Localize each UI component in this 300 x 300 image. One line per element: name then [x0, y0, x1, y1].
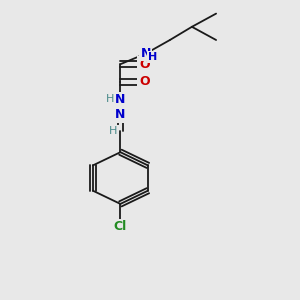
Text: H: H [109, 126, 118, 136]
Text: O: O [139, 75, 150, 88]
Text: H: H [106, 94, 114, 104]
Text: H: H [148, 52, 157, 61]
Text: N: N [115, 108, 126, 121]
Text: Cl: Cl [114, 220, 127, 233]
Text: N: N [115, 93, 126, 106]
Text: O: O [139, 58, 150, 71]
Text: N: N [140, 47, 151, 60]
